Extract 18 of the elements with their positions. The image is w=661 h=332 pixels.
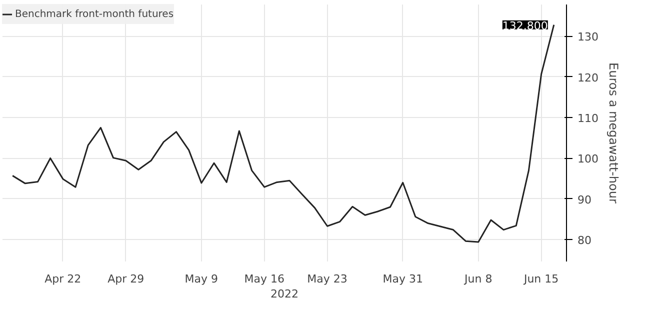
y-axis-title: Euros a megawatt-hour [606, 62, 620, 204]
x-tick-label: Jun 15 [522, 272, 559, 286]
y-tick-label: 90 [578, 193, 592, 206]
y-tick-label: 100 [578, 152, 598, 166]
x-tick-label: May 31 [382, 272, 423, 286]
x-tick-label: May 16 [244, 272, 284, 286]
y-tick-label: 120 [578, 71, 598, 84]
y-tick-label: 110 [578, 112, 598, 126]
x-tick-label: May 9 [184, 272, 218, 286]
annotation: 132.800 [502, 19, 548, 32]
legend-label: Benchmark front-month futures [15, 8, 174, 20]
x-tick-label: Apr 22 [44, 272, 82, 286]
x-axis-title: 2022 [270, 288, 299, 300]
x-tick-label: Jun 8 [464, 272, 492, 286]
x-tick-label: Apr 29 [108, 272, 144, 286]
x-tick-label: May 23 [307, 272, 348, 286]
y-tick-label: 130 [578, 30, 598, 44]
y-tick-label: 80 [578, 234, 592, 248]
